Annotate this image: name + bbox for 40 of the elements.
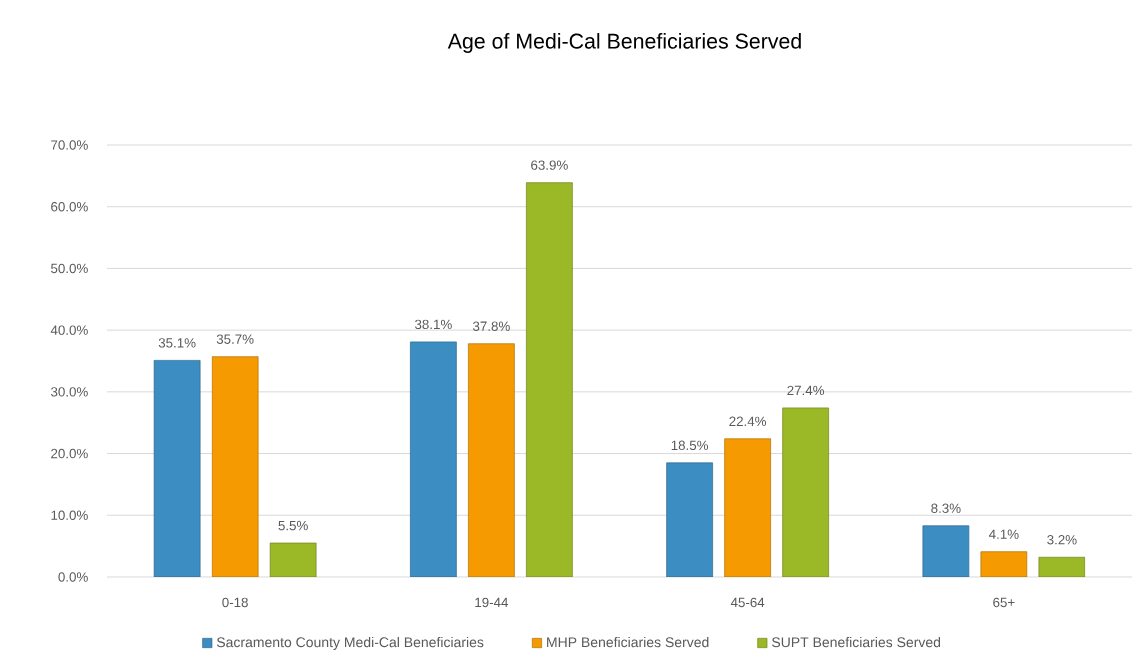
legend-label: Sacramento County Medi-Cal Beneficiaries: [216, 636, 484, 650]
data-label: 3.2%: [1047, 535, 1077, 545]
y-tick-label: 10.0%: [51, 510, 88, 520]
x-tick-label: 19-44: [475, 597, 509, 608]
bar: [666, 462, 713, 577]
bar: [1038, 556, 1086, 577]
bar: [410, 341, 457, 577]
y-tick-label: 70.0%: [51, 140, 88, 150]
y-tick-label: 30.0%: [50, 387, 88, 397]
bar: [269, 542, 317, 577]
bar: [724, 438, 771, 577]
y-tick-label: 60.0%: [51, 202, 88, 212]
data-label: 27.4%: [787, 385, 825, 396]
x-tick-label: 0-18: [222, 597, 248, 608]
y-tick-label: 40.0%: [50, 325, 88, 335]
legend-label: SUPT Beneficiaries Served: [771, 636, 941, 648]
bar: [526, 182, 573, 577]
data-label: 18.5%: [671, 440, 709, 451]
x-tick-label: 45-64: [730, 597, 765, 608]
bar: [153, 360, 201, 577]
chart-title: Age of Medi-Cal Beneficiaries Served: [447, 33, 801, 53]
bar: [468, 343, 515, 577]
bar: [782, 407, 829, 577]
bar: [211, 356, 259, 577]
y-tick-label: 50.0%: [51, 263, 88, 274]
data-label: 5.5%: [278, 520, 308, 531]
x-tick-label: 65+: [993, 597, 1015, 608]
data-label: 4.1%: [989, 529, 1019, 539]
bar: [980, 551, 1028, 577]
legend-label: MHP Beneficiaries Served: [547, 636, 709, 648]
data-label: 35.7%: [216, 334, 254, 344]
y-tick-label: 20.0%: [51, 448, 88, 459]
data-label: 38.1%: [414, 319, 452, 330]
data-label: 8.3%: [931, 503, 961, 513]
data-label: 37.8%: [472, 321, 510, 331]
bar: [922, 525, 970, 577]
y-tick-label: 0.0%: [58, 572, 88, 582]
data-label: 35.1%: [158, 338, 196, 348]
data-label: 63.9%: [531, 160, 568, 170]
data-label: 22.4%: [729, 416, 767, 426]
